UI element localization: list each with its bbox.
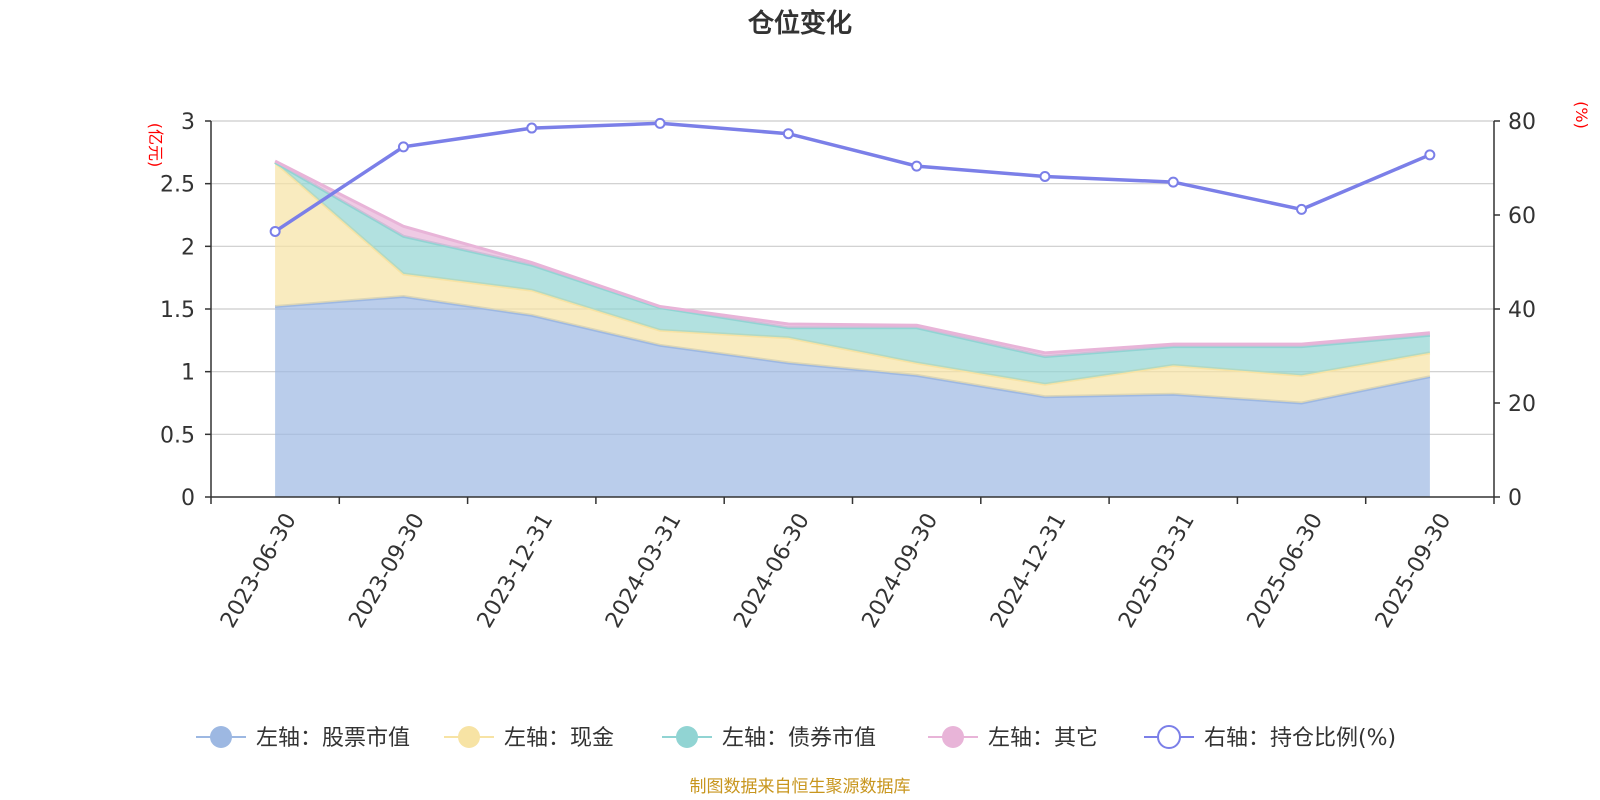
ratio-point <box>1167 176 1179 188</box>
area-series-0 <box>275 296 1430 497</box>
ratio-line <box>269 117 1436 237</box>
legend-item-4: 右轴：持仓比例(%) <box>1144 725 1396 751</box>
left-tick-label: 1.5 <box>160 298 195 323</box>
right-axis-unit: (%) <box>1572 101 1591 129</box>
ratio-point <box>526 122 538 134</box>
legend: 左轴：股票市值 左轴：现金 左轴：债券市值 左轴：其它 右轴：持仓比例(%) <box>196 725 1396 751</box>
legend-item-2: 左轴：债券市值 <box>662 726 876 751</box>
legend-label: 左轴：现金 <box>504 726 614 751</box>
ratio-line-path <box>274 121 1431 233</box>
chart-title: 仓位变化 <box>747 8 852 39</box>
ratio-point <box>397 141 409 153</box>
area-series-3 <box>275 161 1430 357</box>
legend-marker <box>210 726 232 748</box>
legend-label: 左轴：债券市值 <box>722 726 876 751</box>
left-tick-label: 1 <box>181 361 195 386</box>
area-series-2 <box>275 162 1430 385</box>
legend-label: 左轴：股票市值 <box>256 726 410 751</box>
ratio-point <box>269 225 281 237</box>
legend-item-0: 左轴：股票市值 <box>196 726 410 751</box>
x-tick-label: 2024-09-30 <box>858 509 944 632</box>
legend-marker <box>458 726 480 748</box>
x-tick-label: 2025-06-30 <box>1243 509 1329 632</box>
left-tick-label: 2 <box>181 235 195 260</box>
left-tick-label: 2.5 <box>160 173 195 198</box>
x-tick-label: 2024-03-31 <box>601 509 687 632</box>
data-source-note: 制图数据来自恒生聚源数据库 <box>690 777 911 797</box>
ratio-point <box>911 160 923 172</box>
right-tick-label: 80 <box>1508 110 1536 135</box>
x-tick-label: 2023-06-30 <box>216 509 302 632</box>
legend-marker <box>942 726 964 748</box>
ratio-point <box>782 128 794 140</box>
left-tick-label: 0 <box>181 486 195 511</box>
x-tick-label: 2024-06-30 <box>729 509 815 632</box>
legend-marker <box>1157 725 1181 749</box>
left-axis-unit: (亿元) <box>146 123 165 168</box>
right-tick-label: 40 <box>1508 298 1536 323</box>
x-tick-label: 2025-03-31 <box>1114 509 1200 632</box>
ratio-point <box>654 117 666 129</box>
legend-marker <box>676 726 698 748</box>
legend-item-3: 左轴：其它 <box>928 726 1098 751</box>
legend-label: 右轴：持仓比例(%) <box>1204 726 1396 751</box>
legend-item-1: 左轴：现金 <box>444 726 614 751</box>
x-tick-label: 2024-12-31 <box>986 509 1072 632</box>
ratio-point <box>1424 149 1436 161</box>
left-tick-label: 0.5 <box>160 423 195 448</box>
ratio-point <box>1296 203 1308 215</box>
area-edge-3 <box>274 159 1431 355</box>
x-tick-label: 2023-09-30 <box>344 509 430 632</box>
x-tick-label: 2023-12-31 <box>473 509 559 632</box>
legend-label: 左轴：其它 <box>988 726 1098 751</box>
right-tick-label: 60 <box>1508 204 1536 229</box>
right-tick-label: 0 <box>1508 486 1522 511</box>
area-series-1 <box>275 162 1430 403</box>
left-tick-label: 3 <box>181 110 195 135</box>
stacked-areas <box>274 159 1431 497</box>
right-tick-label: 20 <box>1508 392 1536 417</box>
x-tick-label: 2025-09-30 <box>1371 509 1457 632</box>
ratio-point <box>1039 170 1051 182</box>
